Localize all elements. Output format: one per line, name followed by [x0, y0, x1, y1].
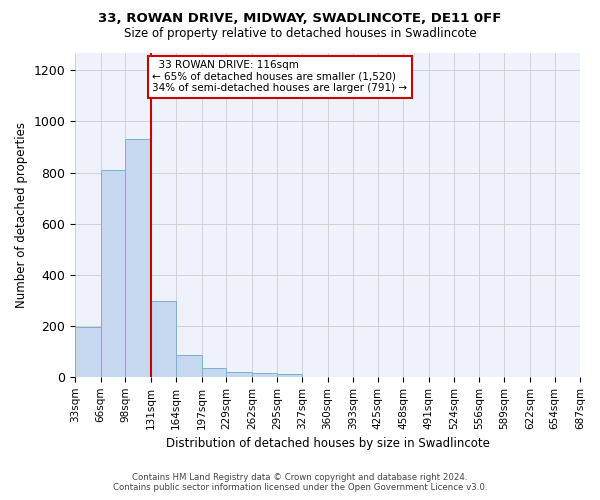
Bar [226, 372, 252, 377]
Bar [75, 327, 101, 377]
Bar [176, 355, 202, 377]
Text: Size of property relative to detached houses in Swadlincote: Size of property relative to detached ho… [124, 28, 476, 40]
Text: Contains HM Land Registry data © Crown copyright and database right 2024.
Contai: Contains HM Land Registry data © Crown c… [113, 473, 487, 492]
Y-axis label: Number of detached properties: Number of detached properties [15, 122, 28, 308]
Text: 33 ROWAN DRIVE: 116sqm
← 65% of detached houses are smaller (1,520)
34% of semi-: 33 ROWAN DRIVE: 116sqm ← 65% of detached… [152, 60, 407, 94]
Bar [125, 140, 151, 377]
Bar [151, 302, 176, 377]
Bar [202, 368, 226, 377]
Bar [277, 374, 302, 377]
Bar [252, 373, 277, 377]
Bar [101, 170, 125, 377]
Text: 33, ROWAN DRIVE, MIDWAY, SWADLINCOTE, DE11 0FF: 33, ROWAN DRIVE, MIDWAY, SWADLINCOTE, DE… [98, 12, 502, 26]
X-axis label: Distribution of detached houses by size in Swadlincote: Distribution of detached houses by size … [166, 437, 490, 450]
